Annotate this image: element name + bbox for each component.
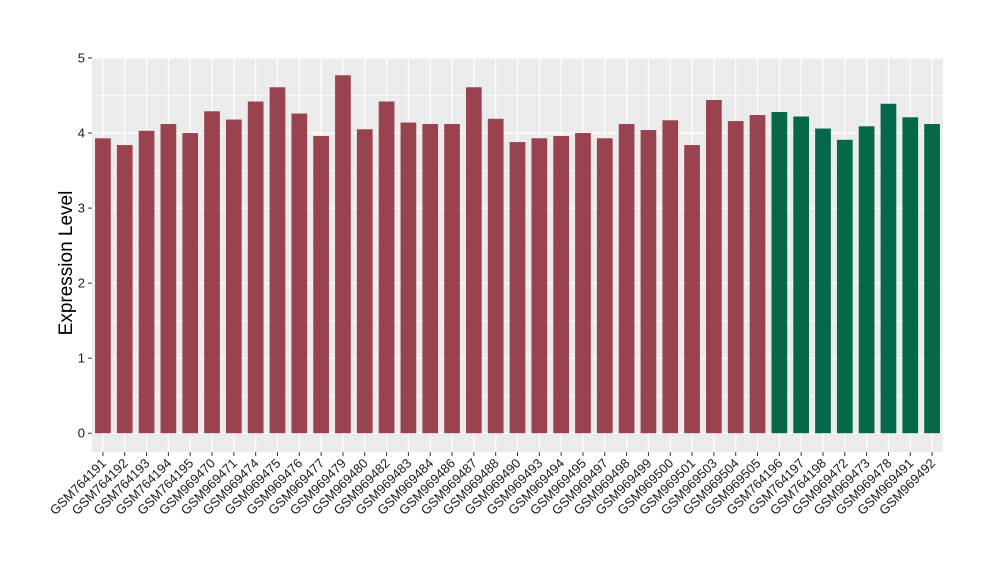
- bar-GSM764191: [95, 138, 111, 434]
- bar-GSM969498: [618, 124, 635, 434]
- bar-GSM969477: [313, 136, 329, 434]
- bar-GSM969490: [509, 142, 526, 434]
- bar-GSM969492: [924, 124, 940, 434]
- bar-GSM969478: [880, 103, 897, 434]
- bar-GSM969480: [356, 129, 373, 434]
- y-tick-label: 3: [78, 201, 85, 216]
- bar-GSM764192: [116, 145, 133, 434]
- bar-GSM969503: [706, 100, 722, 434]
- y-tick-label: 2: [78, 276, 85, 291]
- bar-GSM969473: [858, 126, 875, 434]
- y-tick-label: 0: [78, 426, 85, 441]
- bar-GSM969497: [596, 138, 613, 434]
- bar-GSM969505: [749, 115, 766, 434]
- bar-GSM764197: [793, 116, 810, 434]
- y-tick-label: 4: [78, 126, 85, 141]
- y-axis: 0 1 2 3 4 5: [78, 51, 92, 441]
- y-tick-label: 5: [78, 51, 85, 66]
- bar-GSM969488: [487, 118, 504, 434]
- bar-GSM764196: [771, 112, 788, 434]
- bars: [95, 75, 940, 434]
- bar-GSM969487: [466, 87, 482, 434]
- bar-GSM969472: [836, 139, 853, 434]
- bar-GSM969483: [400, 122, 417, 434]
- bar-GSM969491: [902, 117, 919, 434]
- x-axis: GSM764191GSM764192GSM764193GSM764194GSM7…: [47, 452, 938, 518]
- bar-GSM969482: [378, 101, 395, 434]
- bar-GSM764198: [815, 128, 831, 434]
- bar-GSM969479: [335, 75, 351, 434]
- bar-GSM969493: [531, 138, 548, 434]
- bar-GSM969476: [291, 113, 308, 434]
- bar-GSM764195: [182, 133, 199, 434]
- bar-GSM969486: [444, 124, 460, 434]
- bar-GSM969500: [662, 120, 679, 434]
- bar-GSM969475: [269, 87, 286, 434]
- y-tick-label: 1: [78, 351, 85, 366]
- bar-GSM969484: [422, 124, 439, 434]
- bar-GSM969501: [684, 145, 700, 434]
- bar-GSM764194: [160, 124, 177, 434]
- bar-GSM764193: [138, 130, 155, 434]
- y-axis-title: Expression Level: [56, 191, 77, 336]
- bar-GSM969494: [553, 136, 569, 434]
- bar-GSM969504: [727, 121, 744, 434]
- bar-GSM969474: [247, 101, 264, 434]
- bar-GSM969470: [204, 111, 220, 434]
- bar-GSM969495: [575, 133, 591, 434]
- bar-GSM969499: [640, 130, 657, 434]
- bar-GSM969471: [225, 119, 242, 434]
